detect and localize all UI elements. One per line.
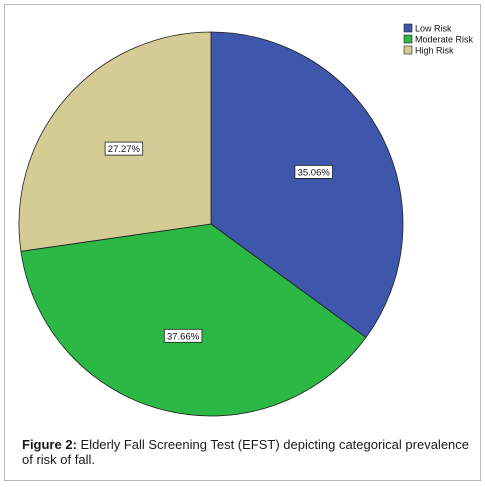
legend-item-low-risk: Low Risk	[403, 23, 452, 34]
legend-item-moderate-risk: Moderate Risk	[403, 34, 474, 45]
legend-swatch	[403, 34, 413, 44]
caption-label: Figure 2:	[22, 437, 77, 452]
pie-slice-moderate-risk	[20, 223, 367, 417]
data-label-high-risk: 27.27%	[104, 141, 144, 156]
data-label-low-risk: 35.06%	[294, 164, 333, 179]
pie-slices	[18, 31, 404, 417]
legend-label: Low Risk	[415, 24, 452, 34]
pie-slice-low-risk	[210, 31, 404, 339]
data-label-text: 37.66%	[167, 331, 200, 342]
data-label-box	[163, 328, 203, 343]
legend-label: High Risk	[415, 46, 454, 56]
data-label-box	[294, 164, 333, 179]
data-label-box	[104, 141, 144, 156]
pie-slice-high-risk	[18, 31, 212, 252]
legend-swatch	[403, 45, 413, 55]
data-label-moderate-risk: 37.66%	[163, 328, 203, 343]
caption-text: Elderly Fall Screening Test (EFST) depic…	[22, 437, 470, 467]
legend-swatch	[403, 23, 413, 33]
legend-item-high-risk: High Risk	[403, 45, 454, 56]
data-label-text: 27.27%	[108, 144, 141, 155]
figure-caption: Figure 2: Elderly Fall Screening Test (E…	[22, 437, 472, 467]
legend-label: Moderate Risk	[415, 35, 474, 45]
pie-data-labels: 35.06% 37.66% 27.27%	[104, 141, 333, 343]
data-label-text: 35.06%	[298, 167, 331, 178]
